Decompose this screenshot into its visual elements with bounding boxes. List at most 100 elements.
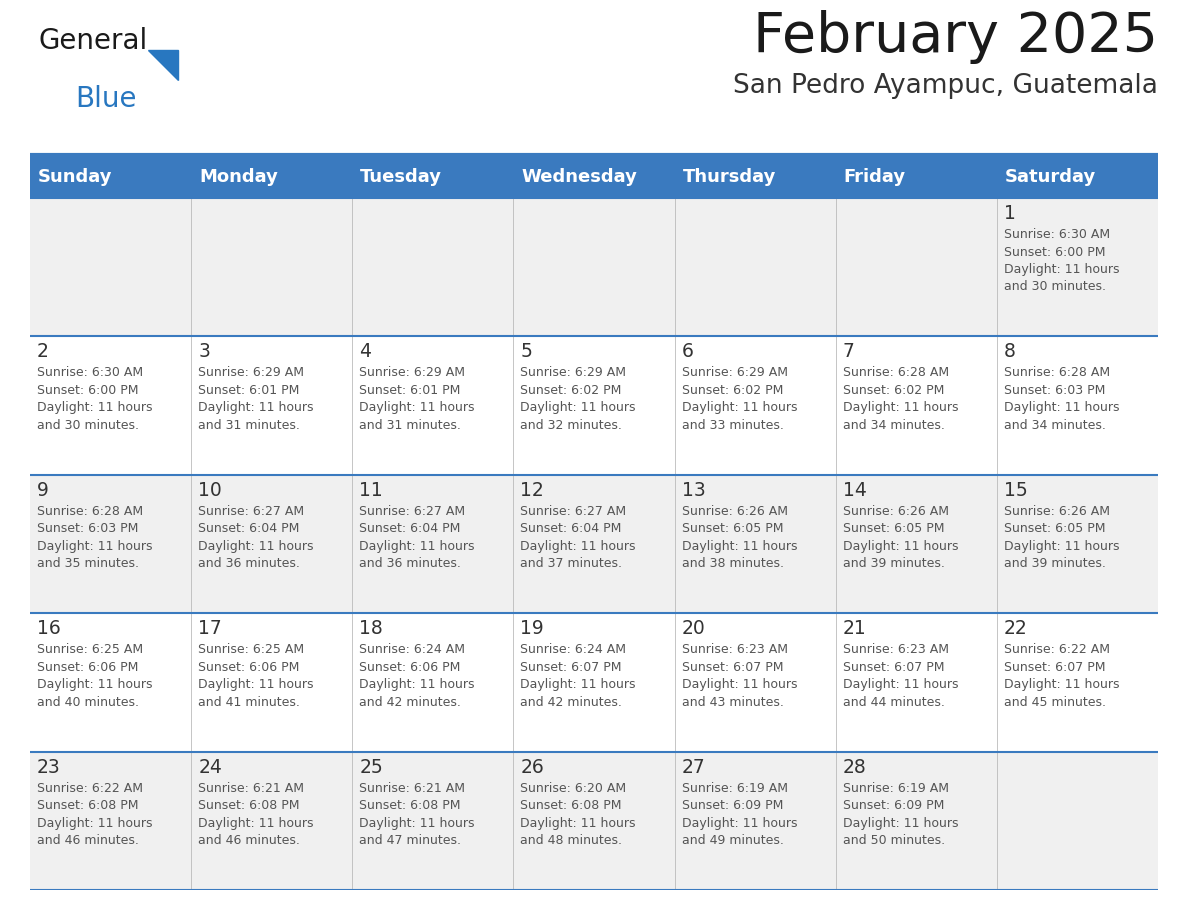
Text: Daylight: 11 hours: Daylight: 11 hours	[37, 817, 152, 830]
Text: and 46 minutes.: and 46 minutes.	[37, 834, 139, 847]
Text: Sunset: 6:04 PM: Sunset: 6:04 PM	[520, 522, 621, 535]
Text: Saturday: Saturday	[1005, 167, 1097, 185]
Polygon shape	[148, 50, 178, 80]
Text: San Pedro Ayampuc, Guatemala: San Pedro Ayampuc, Guatemala	[733, 73, 1158, 99]
Text: 15: 15	[1004, 481, 1028, 499]
Text: Friday: Friday	[843, 167, 905, 185]
Text: Sunrise: 6:28 AM: Sunrise: 6:28 AM	[842, 366, 949, 379]
Text: 5: 5	[520, 342, 532, 362]
Text: 28: 28	[842, 757, 866, 777]
Text: 20: 20	[682, 620, 706, 638]
Bar	[30, 336, 1158, 475]
Text: Daylight: 11 hours: Daylight: 11 hours	[198, 678, 314, 691]
Text: and 36 minutes.: and 36 minutes.	[359, 557, 461, 570]
Text: Daylight: 11 hours: Daylight: 11 hours	[682, 817, 797, 830]
Text: 23: 23	[37, 757, 61, 777]
Text: and 33 minutes.: and 33 minutes.	[682, 419, 783, 431]
Text: Daylight: 11 hours: Daylight: 11 hours	[842, 817, 959, 830]
Text: Sunset: 6:01 PM: Sunset: 6:01 PM	[198, 384, 299, 397]
Text: Sunrise: 6:29 AM: Sunrise: 6:29 AM	[198, 366, 304, 379]
Text: and 48 minutes.: and 48 minutes.	[520, 834, 623, 847]
Text: Sunset: 6:01 PM: Sunset: 6:01 PM	[359, 384, 461, 397]
Text: Daylight: 11 hours: Daylight: 11 hours	[842, 540, 959, 553]
Text: and 43 minutes.: and 43 minutes.	[682, 696, 783, 709]
Text: and 49 minutes.: and 49 minutes.	[682, 834, 783, 847]
Text: Sunrise: 6:24 AM: Sunrise: 6:24 AM	[520, 644, 626, 656]
Text: Daylight: 11 hours: Daylight: 11 hours	[37, 678, 152, 691]
Text: 9: 9	[37, 481, 49, 499]
Text: Sunset: 6:07 PM: Sunset: 6:07 PM	[842, 661, 944, 674]
Text: and 34 minutes.: and 34 minutes.	[1004, 419, 1106, 431]
Text: 7: 7	[842, 342, 854, 362]
Text: and 38 minutes.: and 38 minutes.	[682, 557, 784, 570]
Text: Sunrise: 6:23 AM: Sunrise: 6:23 AM	[842, 644, 949, 656]
Text: Sunset: 6:03 PM: Sunset: 6:03 PM	[1004, 384, 1105, 397]
Text: Sunrise: 6:22 AM: Sunrise: 6:22 AM	[37, 781, 143, 795]
Text: General: General	[38, 27, 147, 55]
Text: Sunset: 6:09 PM: Sunset: 6:09 PM	[842, 799, 944, 812]
Text: 12: 12	[520, 481, 544, 499]
Text: and 32 minutes.: and 32 minutes.	[520, 419, 623, 431]
Text: and 39 minutes.: and 39 minutes.	[842, 557, 944, 570]
Bar	[30, 198, 1158, 336]
Text: and 30 minutes.: and 30 minutes.	[37, 419, 139, 431]
Text: 14: 14	[842, 481, 866, 499]
Text: Daylight: 11 hours: Daylight: 11 hours	[37, 401, 152, 414]
Text: Daylight: 11 hours: Daylight: 11 hours	[1004, 401, 1119, 414]
Text: 1: 1	[1004, 204, 1016, 223]
Text: Sunrise: 6:28 AM: Sunrise: 6:28 AM	[1004, 366, 1110, 379]
Text: Daylight: 11 hours: Daylight: 11 hours	[520, 540, 636, 553]
Text: 26: 26	[520, 757, 544, 777]
Text: Sunrise: 6:19 AM: Sunrise: 6:19 AM	[842, 781, 949, 795]
Text: Daylight: 11 hours: Daylight: 11 hours	[359, 678, 475, 691]
Text: Monday: Monday	[200, 167, 278, 185]
Text: 22: 22	[1004, 620, 1028, 638]
Text: Sunrise: 6:30 AM: Sunrise: 6:30 AM	[37, 366, 143, 379]
Text: Wednesday: Wednesday	[522, 167, 637, 185]
Text: 11: 11	[359, 481, 383, 499]
Text: Sunrise: 6:30 AM: Sunrise: 6:30 AM	[1004, 228, 1110, 241]
Text: Sunset: 6:06 PM: Sunset: 6:06 PM	[198, 661, 299, 674]
Text: Daylight: 11 hours: Daylight: 11 hours	[1004, 678, 1119, 691]
Text: Sunset: 6:00 PM: Sunset: 6:00 PM	[1004, 245, 1105, 259]
Text: Daylight: 11 hours: Daylight: 11 hours	[198, 817, 314, 830]
Text: Daylight: 11 hours: Daylight: 11 hours	[842, 678, 959, 691]
Text: Sunrise: 6:29 AM: Sunrise: 6:29 AM	[520, 366, 626, 379]
Text: 2: 2	[37, 342, 49, 362]
Text: Daylight: 11 hours: Daylight: 11 hours	[520, 401, 636, 414]
Text: Sunset: 6:05 PM: Sunset: 6:05 PM	[842, 522, 944, 535]
Text: Sunrise: 6:29 AM: Sunrise: 6:29 AM	[359, 366, 466, 379]
Text: and 41 minutes.: and 41 minutes.	[198, 696, 301, 709]
Text: Daylight: 11 hours: Daylight: 11 hours	[198, 540, 314, 553]
Text: Sunset: 6:07 PM: Sunset: 6:07 PM	[1004, 661, 1105, 674]
Text: Daylight: 11 hours: Daylight: 11 hours	[520, 678, 636, 691]
Text: 24: 24	[198, 757, 222, 777]
Text: Sunset: 6:07 PM: Sunset: 6:07 PM	[682, 661, 783, 674]
Text: and 35 minutes.: and 35 minutes.	[37, 557, 139, 570]
Text: Sunrise: 6:21 AM: Sunrise: 6:21 AM	[198, 781, 304, 795]
Text: Sunrise: 6:26 AM: Sunrise: 6:26 AM	[1004, 505, 1110, 518]
Text: February 2025: February 2025	[753, 10, 1158, 64]
Text: Sunset: 6:09 PM: Sunset: 6:09 PM	[682, 799, 783, 812]
Text: Daylight: 11 hours: Daylight: 11 hours	[198, 401, 314, 414]
Text: and 42 minutes.: and 42 minutes.	[359, 696, 461, 709]
Text: Sunset: 6:06 PM: Sunset: 6:06 PM	[359, 661, 461, 674]
Text: Sunrise: 6:27 AM: Sunrise: 6:27 AM	[359, 505, 466, 518]
Text: Daylight: 11 hours: Daylight: 11 hours	[1004, 540, 1119, 553]
Text: Sunrise: 6:26 AM: Sunrise: 6:26 AM	[842, 505, 949, 518]
Bar	[30, 752, 1158, 890]
Text: Daylight: 11 hours: Daylight: 11 hours	[682, 401, 797, 414]
Text: 3: 3	[198, 342, 210, 362]
Text: Tuesday: Tuesday	[360, 167, 442, 185]
Bar	[30, 475, 1158, 613]
Text: and 31 minutes.: and 31 minutes.	[359, 419, 461, 431]
Text: and 42 minutes.: and 42 minutes.	[520, 696, 623, 709]
Text: Sunrise: 6:20 AM: Sunrise: 6:20 AM	[520, 781, 626, 795]
Text: Sunrise: 6:25 AM: Sunrise: 6:25 AM	[37, 644, 143, 656]
Text: Sunset: 6:08 PM: Sunset: 6:08 PM	[520, 799, 623, 812]
Text: Daylight: 11 hours: Daylight: 11 hours	[842, 401, 959, 414]
Text: and 46 minutes.: and 46 minutes.	[198, 834, 301, 847]
Text: and 36 minutes.: and 36 minutes.	[198, 557, 301, 570]
Text: Sunset: 6:05 PM: Sunset: 6:05 PM	[1004, 522, 1105, 535]
Text: 27: 27	[682, 757, 706, 777]
